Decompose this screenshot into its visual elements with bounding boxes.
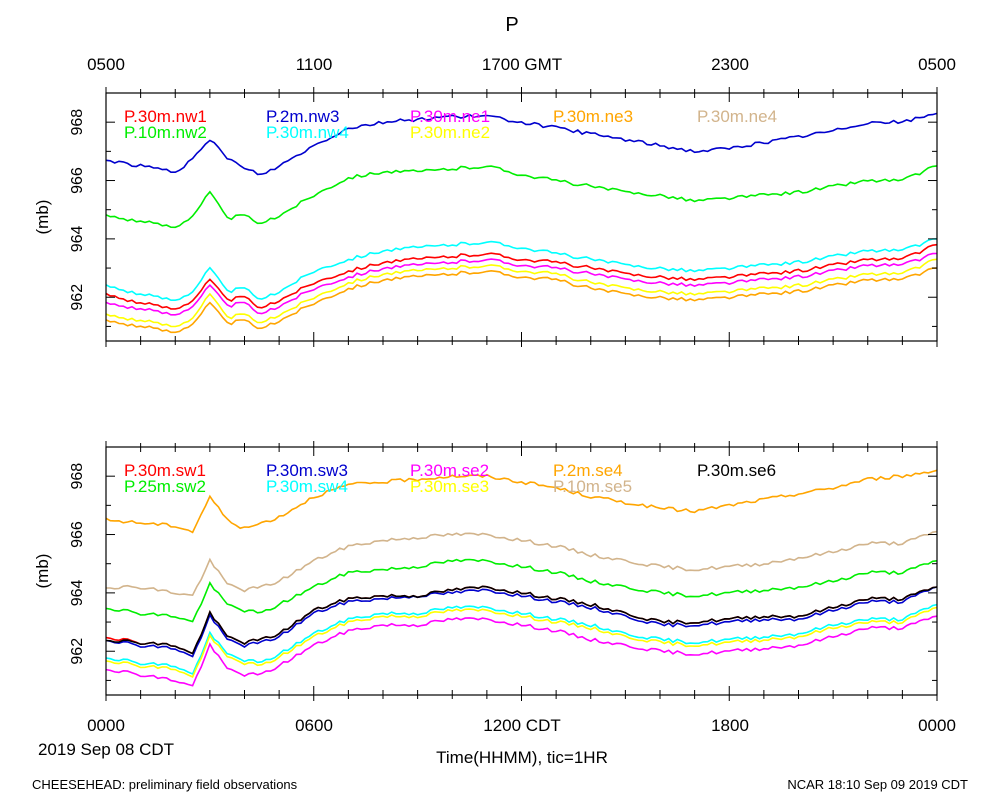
y-tick-label: 962: [69, 284, 86, 311]
legend-entry: P.2m.nw3: [266, 107, 339, 126]
legend-entry: P.10m.se5: [553, 477, 632, 496]
legend-entry: P.30m.ne1: [410, 107, 490, 126]
series-line-P.30m.se6: [105, 585, 938, 655]
series-line-P.30m.se2: [105, 615, 938, 687]
series-line-P.30m.se3: [105, 606, 938, 678]
y-axis-label: (mb): [33, 200, 52, 235]
legend-entry: P.30m.se3: [410, 477, 489, 496]
top-axis-tick-label: 0500: [87, 55, 125, 74]
legend-entry: P.30m.se2: [410, 461, 489, 480]
y-tick-label: 966: [69, 521, 86, 548]
series-line-P.10m.se5: [106, 530, 938, 597]
bottom-axis-tick-label: 0000: [918, 716, 956, 735]
x-axis-label: Time(HHMM), tic=1HR: [436, 748, 608, 767]
y-tick-label: 962: [69, 638, 86, 665]
series-line-P.30m.nw4: [105, 238, 938, 301]
legend-entry: P.30m.sw3: [266, 461, 348, 480]
legend-entry: P.30m.sw1: [124, 461, 206, 480]
legend-entry: P.30m.ne2: [410, 123, 490, 142]
legend-entry: P.10m.nw2: [124, 123, 207, 142]
date-label: 2019 Sep 08 CDT: [38, 740, 174, 759]
series-lines: [105, 112, 938, 334]
bottom-axis-tick-label: 0000: [87, 716, 125, 735]
series-line-P.30m.sw4: [105, 603, 938, 676]
series-line-P.2m.se4: [105, 469, 938, 534]
top-axis-tick-label: 1100: [296, 55, 333, 74]
series-line-P.25m.sw2: [105, 558, 938, 623]
y-axis-label: (mb): [33, 554, 52, 589]
series-line-P.2m.nw3: [105, 112, 938, 176]
legend-entry: P.30m.se6: [697, 461, 776, 480]
legend-entry: P.30m.ne4: [697, 107, 777, 126]
y-tick-label: 968: [69, 109, 86, 136]
bottom-axis-tick-label: 0600: [295, 716, 333, 735]
footer-left: CHEESEHEAD: preliminary field observatio…: [32, 777, 298, 792]
top-axis-tick-label: 0500: [918, 55, 956, 74]
legend-entry: P.25m.sw2: [124, 477, 206, 496]
legend-entry: P.30m.sw4: [266, 477, 348, 496]
y-tick-label: 964: [69, 225, 86, 252]
series-line-P.10m.nw2: [105, 165, 938, 229]
footer-right: NCAR 18:10 Sep 09 2019 CDT: [787, 777, 968, 792]
series-lines: [105, 469, 938, 687]
y-tick-label: 968: [69, 463, 86, 490]
series-line-P.30m.sw3: [105, 586, 938, 658]
top-axis-tick-label: 2300: [711, 55, 749, 74]
series-line-P.30m.ne1: [105, 252, 938, 316]
series-line-P.30m.ne3: [105, 267, 938, 334]
y-tick-label: 964: [69, 579, 86, 606]
legend-entry: P.30m.ne3: [553, 107, 633, 126]
series-line-P.30m.nw1: [105, 243, 938, 310]
legend-entry: P.2m.se4: [553, 461, 623, 480]
chart-title: P: [505, 14, 518, 36]
legend-entry: P.30m.nw4: [266, 123, 349, 142]
top-axis-tick-label: 1700 GMT: [482, 55, 562, 74]
plot-frame: [105, 92, 938, 342]
legend-entry: P.30m.nw1: [124, 107, 207, 126]
bottom-axis-tick-label: 1800: [711, 716, 749, 735]
bottom-axis-tick-label: 1200 CDT: [483, 716, 560, 735]
series-line-P.30m.ne2: [105, 258, 938, 328]
y-tick-label: 966: [69, 167, 86, 194]
